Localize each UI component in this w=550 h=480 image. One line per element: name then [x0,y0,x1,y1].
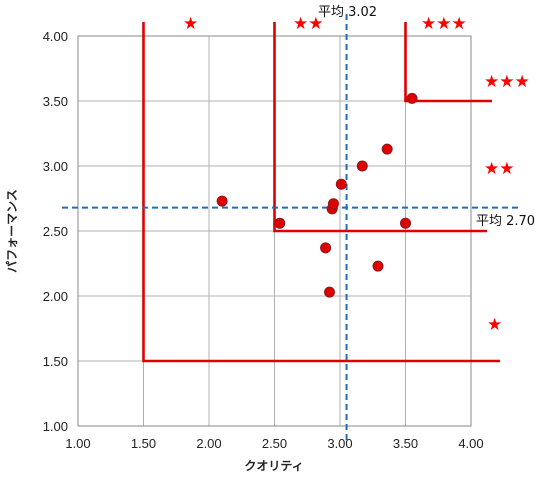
data-point-12 [406,92,418,104]
x-tick-label: 3.00 [327,436,352,451]
x-tick-label: 2.00 [196,436,221,451]
y-tick-label: 1.50 [43,354,68,369]
x-tick-label: 1.00 [65,436,90,451]
threshold-line-3 [404,22,492,103]
star-label-right-1: ★ [487,315,502,335]
threshold-line-2 [273,22,487,233]
y-tick-label: 2.00 [43,289,68,304]
star-label-right-3: ★★★ [484,72,530,92]
x-tick-labels: 1.00 1.50 2.00 2.50 3.00 3.50 4.00 [65,436,483,451]
average-lines [62,14,520,440]
x-tick-label: 1.50 [131,436,156,451]
data-points [216,92,418,298]
x-tick-label: 4.00 [458,436,483,451]
data-point-8 [356,160,368,172]
data-point-2 [274,217,286,229]
data-point-11 [400,217,411,229]
threshold-lines [142,22,500,363]
y-tick-label: 3.50 [43,94,68,109]
x-axis-title: クオリティ [244,459,303,473]
y-tick-label: 2.50 [43,224,68,239]
star-label-top-1: ★ [183,14,198,34]
data-point-6 [327,198,339,210]
data-point-3 [320,242,332,254]
y-tick-label: 3.00 [43,159,68,174]
average-x-label: 平均 3.02 [318,5,377,20]
data-point-7 [335,178,347,190]
y-tick-label: 1.00 [43,419,68,434]
star-label-right-2: ★★ [484,159,514,179]
data-point-1 [216,195,228,207]
x-tick-label: 3.50 [393,436,418,451]
average-y-label: 平均 2.70 [476,214,535,229]
star-label-top-2: ★★ [293,14,323,34]
data-point-10 [381,143,393,155]
x-tick-label: 2.50 [262,436,287,451]
threshold-line-1 [142,22,500,363]
y-axis-title: パフォーマンス [5,189,19,273]
data-point-9 [372,260,384,272]
y-tick-label: 4.00 [43,29,68,44]
y-tick-labels: 1.00 1.50 2.00 2.50 3.00 3.50 4.00 [43,29,68,434]
star-label-top-3: ★★★ [421,14,467,34]
data-point-4 [324,286,336,298]
